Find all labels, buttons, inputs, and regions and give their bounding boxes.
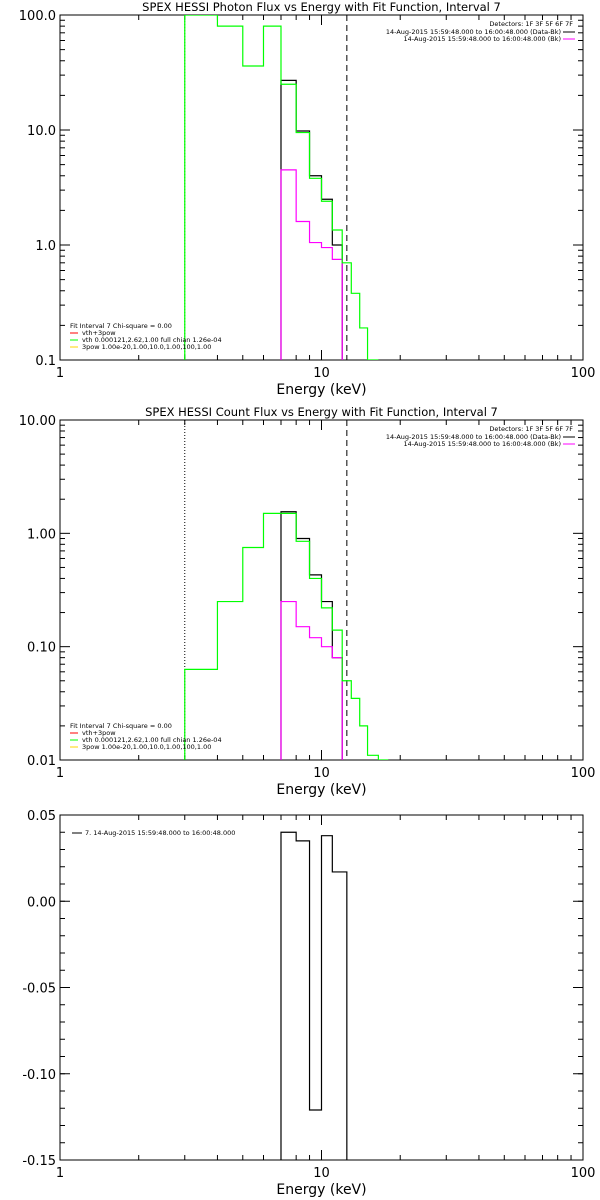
legend-entry: 3pow 1.00e-20,1.00,10.0,1.00,100,1.00: [82, 743, 211, 751]
series-vth: [184, 15, 379, 360]
y-tick-label: -0.15: [22, 1154, 56, 1169]
series-data-bk: [280, 79, 343, 360]
series-bk: [280, 169, 343, 360]
y-tick-label: 100.0: [19, 9, 56, 24]
y-tick-label: -0.05: [22, 982, 56, 997]
y-tick-label: -0.10: [22, 1068, 56, 1083]
legend-entry: 14-Aug-2015 15:59:48.000 to 16:00:48.000…: [386, 433, 561, 441]
detectors-label: Detectors: 1F 3F 5F 6F 7F: [489, 20, 573, 28]
x-tick-label: 1: [56, 366, 64, 381]
y-tick-label: 0.00: [27, 895, 56, 910]
legend-entry: vth 0.000121,2.62,1.00 full chian 1.26e-…: [82, 736, 222, 744]
y-tick-label: 10.0: [27, 124, 56, 139]
y-tick-label: 0.1: [35, 354, 56, 369]
legend-entry: 14-Aug-2015 15:59:48.000 to 16:00:48.000…: [404, 35, 561, 43]
x-tick-label: 1: [56, 766, 64, 781]
x-tick-label: 1: [56, 1166, 64, 1181]
x-tick-label: 100: [571, 1166, 596, 1181]
legend-entry: vth 0.000121,2.62,1.00 full chian 1.26e-…: [82, 336, 222, 344]
chart-3: 1 10 100 Energy (keV) -0.15 -0.10 -0.05 0.00 0.0…: [22, 809, 595, 1198]
legend-entry: 14-Aug-2015 15:59:48.000 to 16:00:48.000…: [404, 440, 561, 448]
x-tick-label: 10: [313, 766, 330, 781]
series-bk: [280, 600, 343, 760]
y-tick-label: 0.05: [27, 809, 56, 824]
x-tick-label: 10: [313, 1166, 330, 1181]
chart-title: SPEX HESSI Photon Flux vs Energy with Fi…: [142, 0, 501, 14]
y-tick-label: 0.01: [27, 754, 56, 769]
y-tick-label: 10.00: [19, 414, 56, 429]
x-axis-label: Energy (keV): [276, 1182, 366, 1198]
x-axis-label: Energy (keV): [276, 382, 366, 398]
series-data-bk: [280, 511, 343, 760]
chart-2: SPEX HESSI Count Flux vs Energy with Fit…: [19, 405, 596, 798]
chart-title: SPEX HESSI Count Flux vs Energy with Fit…: [145, 405, 498, 419]
legend-entry: vth+3pow: [82, 329, 116, 337]
series-vth: [184, 512, 389, 760]
x-tick-label: 10: [313, 366, 330, 381]
detectors-label: Detectors: 1F 3F 5F 6F 7F: [489, 425, 573, 433]
x-tick-label: 100: [571, 366, 596, 381]
y-tick-label: 1.00: [27, 527, 56, 542]
legend-entry: 7. 14-Aug-2015 15:59:48.000 to 16:00:48.…: [85, 829, 235, 837]
y-tick-label: 1.0: [35, 239, 56, 254]
chart-1: SPEX HESSI Photon Flux vs Energy with Fi…: [19, 0, 596, 398]
legend-entry: 3pow 1.00e-20,1.00,10.0,1.00,100,1.00: [82, 343, 211, 351]
x-axis-label: Energy (keV): [276, 782, 366, 798]
legend-entry: vth+3pow: [82, 729, 116, 737]
legend-heading: Fit Interval 7 Chi-square = 0.00: [70, 722, 172, 730]
series-residual: [280, 831, 348, 1160]
legend-heading: Fit Interval 7 Chi-square = 0.00: [70, 322, 172, 330]
legend-entry: 14-Aug-2015 15:59:48.000 to 16:00:48.000…: [386, 28, 561, 36]
x-tick-label: 100: [571, 766, 596, 781]
y-tick-label: 0.10: [27, 641, 56, 656]
